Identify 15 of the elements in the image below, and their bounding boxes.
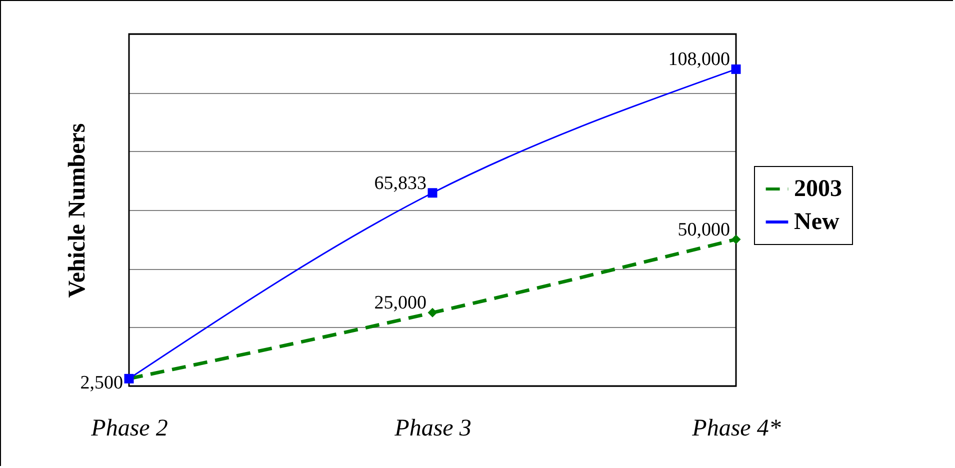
x-tick-label: Phase 2	[90, 416, 168, 442]
legend-label: 2003	[794, 176, 842, 202]
data-label: 108,000	[668, 49, 730, 70]
data-label: 65,833	[374, 172, 426, 194]
point	[428, 308, 438, 318]
point	[731, 64, 741, 74]
x-tick-label: Phase 4*	[691, 416, 781, 442]
legend-label: New	[794, 209, 840, 235]
data-label: 25,000	[374, 292, 426, 314]
data-label: 50,000	[678, 219, 730, 240]
point	[731, 234, 741, 244]
y-axis-title: Vehicle Numbers	[64, 123, 90, 298]
x-tick-label: Phase 3	[394, 416, 472, 442]
point	[428, 188, 438, 198]
data-label: 2,500	[80, 372, 123, 394]
